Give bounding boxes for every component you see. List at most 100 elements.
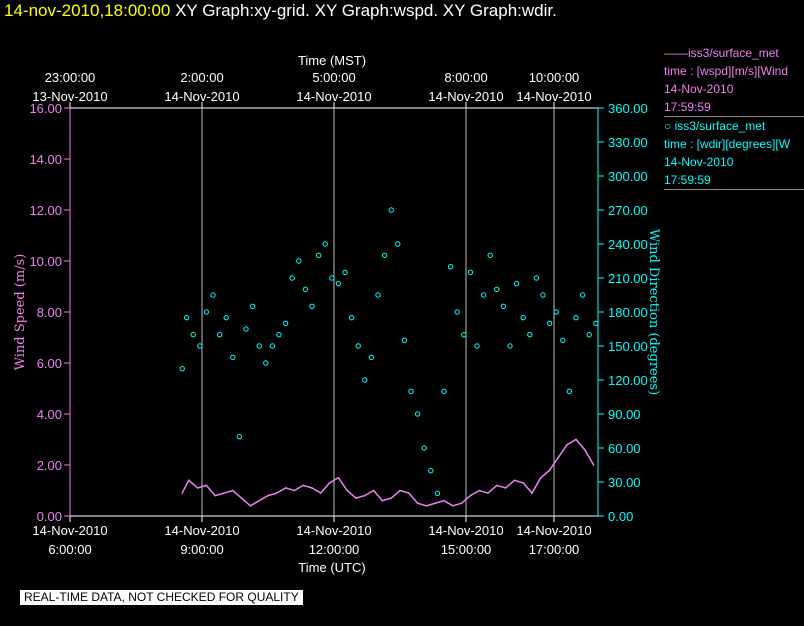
wdir-point <box>494 286 500 293</box>
right-tick-label: 150.00 <box>608 339 648 354</box>
wdir-point <box>375 292 381 298</box>
top-tick-label: 14-Nov-2010 <box>296 89 371 104</box>
wdir-point <box>507 343 513 349</box>
left-tick-label: 16.00 <box>29 101 62 116</box>
left-tick-label: 2.00 <box>37 458 62 473</box>
wdir-point <box>216 331 223 338</box>
legend-entry-wspd[interactable]: ——iss3/surface_met time : [wspd][m/s][Wi… <box>664 44 804 117</box>
right-tick-label: 210.00 <box>608 271 648 286</box>
bottom-tick-label: 12:00:00 <box>309 542 360 557</box>
top-axis-title: Time (MST) <box>298 53 366 68</box>
wspd-point <box>469 494 472 497</box>
bottom-tick-label: 14-Nov-2010 <box>428 523 503 538</box>
top-tick-label: 14-Nov-2010 <box>516 89 591 104</box>
wdir-point <box>553 309 559 315</box>
wdir-point <box>454 309 460 315</box>
wspd-point <box>240 497 243 499</box>
bottom-tick-label: 14-Nov-2010 <box>296 523 371 538</box>
wspd-point <box>181 492 183 494</box>
right-tick-label: 60.00 <box>608 441 641 456</box>
wspd-point <box>531 492 533 494</box>
wdir-point <box>315 252 322 259</box>
wdir-point <box>395 241 401 247</box>
wdir-point <box>421 445 427 451</box>
top-tick-label: 14-Nov-2010 <box>428 89 503 104</box>
wdir-point <box>236 433 243 440</box>
wspd-point <box>452 505 454 507</box>
wdir-point <box>573 314 579 321</box>
wdir-point <box>401 337 408 344</box>
bottom-axis-title: Time (UTC) <box>298 560 365 575</box>
wdir-point <box>474 343 480 349</box>
top-tick-label: 8:00:00 <box>444 70 487 85</box>
wdir-point <box>447 263 454 270</box>
right-tick-label: 0.00 <box>608 509 633 524</box>
wdir-point <box>520 314 526 321</box>
left-tick-label: 10.00 <box>29 254 62 269</box>
wdir-point <box>342 269 348 276</box>
left-tick-label: 0.00 <box>37 509 62 524</box>
bottom-tick-label: 9:00:00 <box>180 542 223 557</box>
wspd-point <box>425 505 428 507</box>
wdir-point <box>289 275 295 281</box>
legend-entry-wdir[interactable]: ○ iss3/surface_met time : [wdir][degrees… <box>664 117 804 190</box>
wdir-point <box>348 314 355 321</box>
legend-date: 14-Nov-2010 <box>664 82 734 96</box>
legend-time: 17:59:59 <box>664 173 711 187</box>
header-timestamp: 14-nov-2010,18:00:00 <box>4 1 171 20</box>
wspd-point <box>232 489 234 492</box>
wspd-point <box>504 487 507 489</box>
wspd-point <box>575 438 577 441</box>
top-tick-label: 10:00:00 <box>529 70 580 85</box>
bottom-tick-label: 6:00:00 <box>48 542 91 557</box>
legend-line-icon: —— <box>664 46 688 60</box>
right-axis-title: Wind Direction (degrees) <box>646 229 661 395</box>
wspd-point <box>293 489 296 492</box>
bottom-tick-label: 15:00:00 <box>441 542 492 557</box>
top-tick-label: 14-Nov-2010 <box>164 89 239 104</box>
wdir-point <box>533 275 540 281</box>
wspd-point <box>416 502 419 505</box>
wdir-point <box>467 269 474 276</box>
header-title: 14-nov-2010,18:00:00 XY Graph:xy-grid. X… <box>4 1 557 21</box>
bottom-tick-label: 17:00:00 <box>529 542 580 557</box>
wdir-point <box>428 467 434 474</box>
wdir-point <box>586 331 592 338</box>
wdir-point <box>296 258 302 264</box>
wdir-point <box>276 331 282 338</box>
left-tick-label: 6.00 <box>37 356 62 371</box>
wdir-point <box>368 354 375 361</box>
wdir-point <box>381 252 388 259</box>
left-tick-label: 14.00 <box>29 152 62 167</box>
wspd-point <box>249 505 252 507</box>
wspd-point <box>205 484 208 487</box>
wdir-point <box>190 331 196 338</box>
left-axis-title: Wind Speed (m/s) <box>13 254 28 371</box>
wspd-point <box>496 484 498 487</box>
quality-note: REAL-TIME DATA, NOT CHECKED FOR QUALITY <box>20 590 303 605</box>
wdir-point <box>263 360 269 366</box>
right-tick-label: 240.00 <box>608 237 648 252</box>
wdir-point <box>223 314 229 321</box>
wspd-point <box>372 489 375 492</box>
wdir-point <box>197 343 203 349</box>
wdir-point <box>500 303 507 310</box>
wspd-point <box>399 489 401 492</box>
right-tick-label: 330.00 <box>608 135 648 150</box>
legend-name: ○ iss3/surface_met <box>664 119 766 133</box>
legend-circle-icon: ○ <box>664 119 672 133</box>
wdir-point <box>362 377 368 383</box>
legend-variable: time : [wspd][m/s][Wind <box>664 64 789 78</box>
wspd-point <box>443 499 445 502</box>
legend-name: ——iss3/surface_met <box>664 46 779 60</box>
bottom-tick-label: 14-Nov-2010 <box>32 523 107 538</box>
wspd-point <box>364 494 366 497</box>
wspd-point <box>276 492 278 494</box>
wspd-point <box>328 482 331 484</box>
left-tick-label: 12.00 <box>29 203 62 218</box>
wspd-series-line <box>181 438 595 507</box>
wdir-point <box>414 411 421 417</box>
wspd-point <box>478 489 481 492</box>
wdir-point <box>540 292 546 298</box>
